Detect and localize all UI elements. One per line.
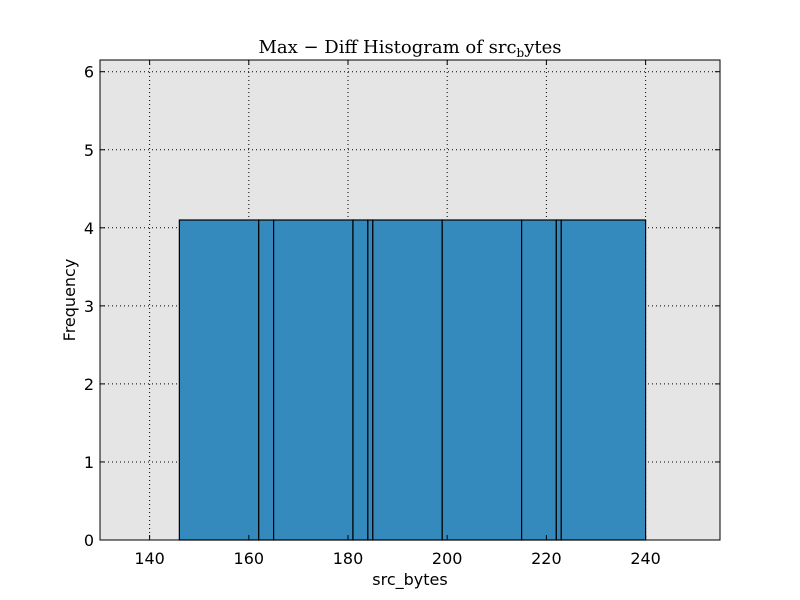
y-axis-ticks: 0 1 2 3 4 5 6	[84, 63, 720, 550]
y-tick-label: 2	[84, 375, 94, 394]
histogram-bar	[273, 219, 354, 541]
x-tick-label: 140	[134, 549, 165, 568]
chart-title-subscript: b	[517, 46, 525, 60]
histogram-bar	[520, 219, 557, 541]
chart-title-main: Max − Diff Histogram of src	[258, 37, 516, 58]
y-tick-label: 1	[84, 453, 94, 472]
x-tick-label: 160	[234, 549, 265, 568]
x-tick-label: 200	[432, 549, 463, 568]
histogram-bar	[258, 219, 275, 541]
histogram-bar	[560, 219, 647, 541]
histogram-bar	[441, 219, 523, 541]
x-tick-label: 180	[333, 549, 364, 568]
plot-frame	[99, 59, 721, 541]
histogram-bar	[372, 219, 443, 541]
histogram-bar	[352, 219, 369, 541]
chart-title: Max − Diff Histogram of srcbytes	[258, 37, 561, 60]
x-tick-label: 220	[531, 549, 562, 568]
histogram-bar	[178, 219, 260, 541]
y-tick-label: 4	[84, 219, 94, 238]
y-tick-label: 5	[84, 141, 94, 160]
y-axis-label: Frequency	[60, 259, 79, 342]
x-axis-label: src_bytes	[372, 570, 447, 590]
y-tick-label: 3	[84, 297, 94, 316]
histogram-bar	[367, 219, 374, 541]
histogram-bar	[555, 219, 562, 541]
chart-title-suffix: ytes	[523, 37, 561, 58]
histogram-bars	[178, 219, 647, 541]
y-tick-label: 6	[84, 63, 94, 82]
x-axis-ticks: 140 160 180 200 220 240	[134, 60, 661, 568]
y-tick-label: 0	[84, 531, 94, 550]
x-tick-label: 240	[630, 549, 661, 568]
